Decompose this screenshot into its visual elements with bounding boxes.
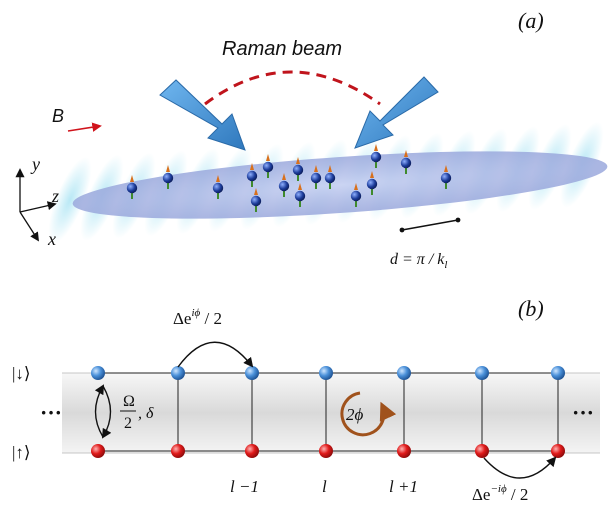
site-spin-up (319, 444, 333, 458)
field-arrow (67, 122, 102, 132)
hop-label-bottom: Δe−iϕ / 2 (472, 483, 528, 504)
site-spin-up (475, 444, 489, 458)
lattice-band (62, 373, 600, 453)
axis-x-label: x (47, 229, 56, 249)
hop-arrow-top (177, 341, 254, 368)
panel-b: (b) |↓⟩ |↑⟩ ··· ··· Ω 2 , δ Δeiϕ / 2 Δe−… (12, 296, 600, 504)
spacing-dot-right (455, 217, 461, 223)
spacing-bar (401, 219, 459, 231)
raman-coupling-arc (204, 70, 381, 106)
spacing-label: d = π / kl (390, 251, 447, 271)
atom (126, 175, 138, 199)
panel-a-label: (a) (518, 8, 544, 33)
atom (400, 150, 412, 174)
coupling-delta: , δ (138, 405, 154, 422)
site-spin-up (245, 444, 259, 458)
spacing-dot-left (399, 227, 405, 233)
atom (250, 188, 262, 212)
coupling-arrow-up (94, 384, 104, 438)
lattice-sites (91, 366, 565, 458)
site-label-l: l (322, 477, 327, 496)
site-spin-up (91, 444, 105, 458)
site-spin-down (171, 366, 185, 380)
standing-wave-blob (48, 157, 92, 243)
coupling-omega-num: Ω (123, 393, 135, 410)
flux-loop-arrow (340, 391, 397, 437)
state-up-label: |↑⟩ (12, 443, 31, 462)
site-spin-down (91, 366, 105, 380)
site-spin-down (475, 366, 489, 380)
atom (212, 175, 224, 199)
site-spin-up (551, 444, 565, 458)
site-label-l-minus-1: l −1 (230, 477, 259, 496)
site-spin-down (551, 366, 565, 380)
atom (246, 163, 258, 187)
site-label-l-plus-1: l +1 (389, 477, 418, 496)
lattice-rungs (177, 373, 559, 451)
atom (324, 165, 336, 189)
atom (366, 171, 378, 195)
site-spin-down (319, 366, 333, 380)
raman-beam-left-arrow (159, 79, 246, 151)
ellipsis-left: ··· (40, 400, 62, 425)
state-down-label: |↓⟩ (12, 364, 31, 383)
site-spin-down (245, 366, 259, 380)
panel-a: (a) Raman beam B y z x (15, 8, 608, 271)
atom (278, 173, 290, 197)
field-label: B (52, 106, 64, 126)
atom (162, 165, 174, 189)
site-spin-down (397, 366, 411, 380)
flux-label: 2ϕ (346, 405, 364, 424)
atom (294, 183, 306, 207)
atom (262, 154, 274, 178)
site-spin-up (397, 444, 411, 458)
atoms (126, 144, 452, 212)
atom (310, 165, 322, 189)
atom (292, 157, 304, 181)
coupling-arrow-down (101, 385, 112, 439)
hop-label-top: Δeiϕ / 2 (173, 307, 222, 328)
axis-z-label: z (51, 186, 59, 206)
raman-beam-right-arrow (354, 76, 439, 149)
atom (370, 144, 382, 168)
coupling-omega-den: 2 (124, 415, 132, 432)
axis-y-label: y (30, 154, 40, 174)
atom (440, 165, 452, 189)
ellipsis-right: ··· (572, 400, 594, 425)
atom (350, 183, 362, 207)
panel-b-label: (b) (518, 296, 544, 321)
site-spin-up (171, 444, 185, 458)
coordinate-axes: y z x (15, 154, 59, 249)
atom-cloud (72, 151, 608, 219)
raman-beam-label: Raman beam (222, 38, 342, 60)
hop-arrow-bottom (483, 456, 557, 479)
